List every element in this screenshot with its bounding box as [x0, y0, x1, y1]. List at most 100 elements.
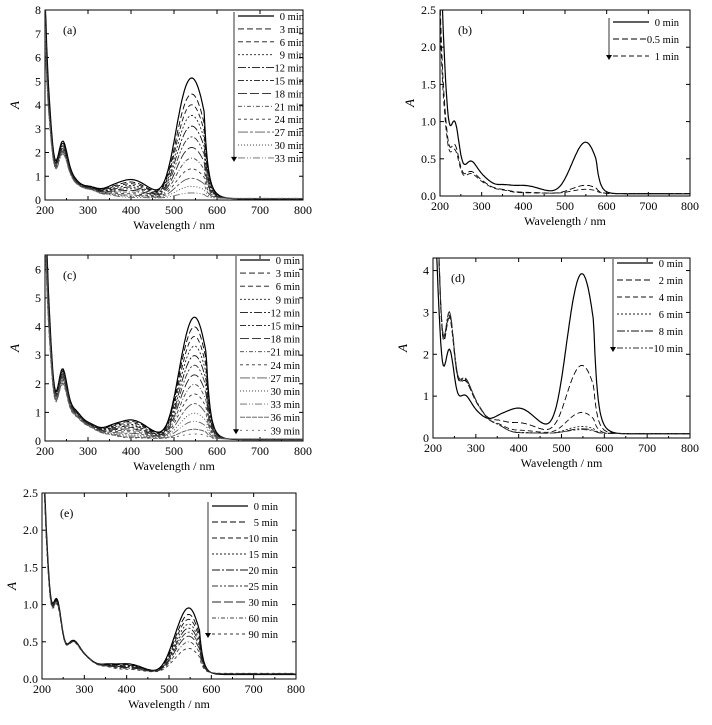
y-tick-label: 5 [35, 291, 41, 305]
legend-entry: 0 min [254, 502, 279, 513]
x-tick-label: 600 [202, 682, 220, 696]
legend-entry: 8 min [659, 327, 684, 338]
legend-entry: 33 min [275, 154, 305, 165]
series-line-9-min [46, 255, 303, 440]
legend-entry: 90 min [249, 630, 279, 641]
y-tick-label: 5 [35, 74, 41, 88]
x-tick-label: 700 [638, 441, 656, 455]
x-tick-label: 600 [208, 444, 226, 458]
legend-entry: 3 min [280, 25, 305, 36]
x-tick-label: 500 [556, 199, 574, 213]
legend-entry: 10 min [654, 344, 684, 355]
y-axis-label: A [7, 344, 22, 353]
y-axis-label: A [4, 582, 19, 591]
x-tick-label: 300 [467, 441, 485, 455]
x-tick-label: 400 [118, 682, 136, 696]
x-tick-label: 200 [33, 682, 51, 696]
series-line-15-min [46, 255, 303, 440]
x-tick-label: 800 [294, 203, 312, 217]
y-tick-label: 2.5 [421, 3, 436, 17]
legend-entry: 15 min [249, 550, 279, 561]
series-line-1-min [440, 13, 690, 194]
legend-entry: 6 min [659, 310, 684, 321]
x-tick-label: 400 [122, 444, 140, 458]
x-tick-label: 600 [598, 199, 616, 213]
x-tick-label: 400 [122, 203, 140, 217]
legend-arrow-head [233, 429, 239, 435]
y-tick-label: 2.5 [23, 486, 38, 500]
x-tick-label: 200 [431, 199, 449, 213]
panel-label: (d) [451, 271, 465, 285]
y-tick-label: 1.0 [23, 598, 38, 612]
x-tick-label: 400 [514, 199, 532, 213]
legend-entry: 0 min [280, 12, 305, 23]
x-tick-label: 400 [510, 441, 528, 455]
y-tick-label: 2.0 [23, 523, 38, 537]
x-tick-label: 600 [595, 441, 613, 455]
panel-b: 200 300 400 500 600 700 800 0.0 0.5 1.0 1.5 2.0 2.5 W… [402, 3, 699, 228]
legend-entry: 25 min [249, 582, 279, 593]
legend-entry: 24 min [271, 361, 301, 372]
legend-entry: 21 min [275, 102, 305, 113]
legend-entry: 33 min [271, 400, 301, 411]
x-tick-label: 700 [245, 682, 263, 696]
y-tick-label: 2 [423, 347, 429, 361]
legend-entry: 4 min [659, 293, 684, 304]
series-line-39-min [45, 255, 303, 440]
x-tick-label: 200 [36, 203, 54, 217]
legend-entry: 18 min [271, 335, 301, 346]
legend: 0 min 3 min 6 min 9 min 12 min 15 min 18 min 21… [233, 256, 301, 437]
x-tick-label: 800 [681, 441, 699, 455]
x-tick-label: 700 [639, 199, 657, 213]
y-tick-label: 0.0 [421, 189, 436, 203]
y-tick-label: 3 [423, 305, 429, 319]
series-line-0.5-min [440, 10, 690, 195]
y-tick-label: 1 [35, 405, 41, 419]
y-tick-label: 7 [35, 27, 41, 41]
legend-entry: 6 min [280, 38, 305, 49]
y-tick-label: 8 [35, 3, 41, 17]
series-line-30-min [45, 255, 303, 440]
plot-frame [44, 9, 304, 201]
x-axis-label: Wavelength / nm [133, 218, 215, 232]
y-tick-label: 1.0 [421, 115, 436, 129]
legend-entry: 21 min [271, 348, 301, 359]
x-tick-label: 300 [473, 199, 491, 213]
x-tick-label: 300 [79, 444, 97, 458]
legend: 0 min 5 min 10 min 15 min 20 min 25 min 30 min… [205, 502, 279, 641]
x-axis-label: Wavelength / nm [128, 697, 210, 711]
legend-entry: 39 min [271, 426, 301, 437]
y-axis-label: A [395, 344, 410, 353]
series-line-8-min [438, 258, 690, 434]
series-line-10-min [438, 258, 690, 434]
series-line-21-min [45, 255, 303, 440]
y-axis-label: A [402, 99, 417, 108]
x-tick-label: 700 [251, 203, 269, 217]
panel-e: 200 300 400 500 600 700 800 0.0 0.5 1.0 1.5 2.0 2.5 W… [4, 486, 305, 711]
y-tick-label: 0.5 [23, 635, 38, 649]
y-tick-label: 2.0 [421, 40, 436, 54]
legend-entry: 1 min [655, 52, 680, 63]
legend-entry: 20 min [249, 566, 279, 577]
legend-entry: 0 min [655, 18, 680, 29]
legend-entry: 2 min [659, 276, 684, 287]
series-line-4-min [438, 258, 690, 435]
legend-entry: 9 min [280, 51, 305, 62]
legend-entry: 0 min [276, 256, 301, 267]
y-tick-label: 0 [423, 431, 429, 445]
legend-entry: 30 min [275, 141, 305, 152]
plot-frame [44, 254, 304, 442]
legend-entry: 0.5 min [647, 35, 680, 46]
legend-arrow-head [231, 156, 237, 162]
legend-entry: 10 min [249, 534, 279, 545]
series-line-30-min [45, 30, 303, 199]
x-axis-label: Wavelength / nm [524, 214, 606, 228]
legend: 0 min 2 min 4 min 6 min 8 min 10 min [610, 259, 684, 355]
x-tick-label: 300 [79, 203, 97, 217]
y-tick-label: 2 [35, 146, 41, 160]
legend-entry: 24 min [275, 115, 305, 126]
series-line-2-min [438, 258, 690, 435]
x-tick-label: 500 [165, 444, 183, 458]
y-tick-label: 4 [35, 320, 41, 334]
